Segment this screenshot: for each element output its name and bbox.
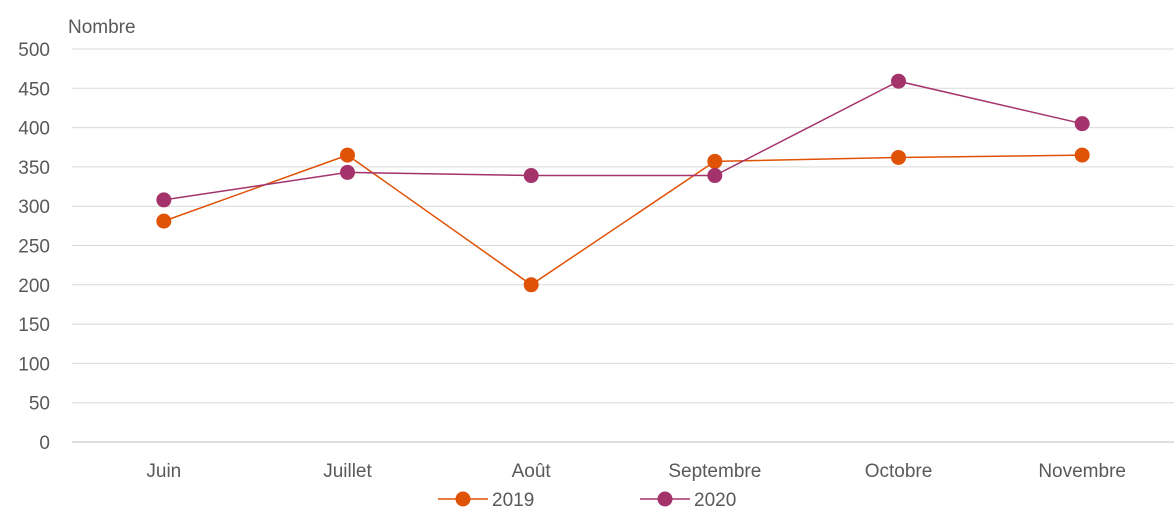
y-axis-title: Nombre [68,17,136,38]
series-line [163,154,1083,286]
legend-marker [657,491,673,507]
y-tick-label: 400 [18,119,50,140]
y-tick-label: 250 [18,237,50,258]
y-tick-label: 50 [29,394,50,415]
y-tick-label: 500 [18,40,50,61]
data-point [523,168,539,184]
x-tick-label: Juin [146,461,181,482]
x-tick-label: Septembre [668,461,761,482]
data-point [156,213,172,229]
data-point [340,147,355,163]
data-point [156,192,172,208]
y-tick-label: 300 [18,197,50,218]
legend-label: 2019 [492,490,534,510]
data-point [1074,116,1090,132]
x-tick-label: Août [512,461,552,482]
x-tick-label: Octobre [865,461,933,482]
legend-item-2020: 2020 [640,490,736,510]
data-point [707,168,723,184]
series-group [156,73,1090,293]
x-tick-label: Novembre [1038,461,1126,482]
legend-marker [455,491,471,507]
data-point [891,149,906,165]
gridlines [72,48,1174,443]
data-point [1074,147,1090,163]
y-tick-labels: 0 50 100 150 200 250 300 350 400 450 500 [18,40,50,454]
legend-item-2019: 2019 [438,490,534,510]
legend-label: 2020 [694,490,736,510]
data-point [523,277,539,293]
legend: 2019 2020 [438,490,736,510]
data-point [340,164,355,180]
y-tick-label: 0 [39,433,50,454]
x-tick-labels: Juin Juillet Août Septembre Octobre Novembre [146,461,1126,482]
data-point [707,153,723,169]
series-line [163,80,1083,201]
x-tick-label: Juillet [323,461,372,482]
y-tick-label: 100 [18,354,50,375]
series-2020 [156,73,1090,208]
y-tick-label: 150 [18,315,50,336]
data-point [891,73,906,89]
y-tick-label: 200 [18,276,50,297]
y-tick-label: 450 [18,79,50,100]
series-2019 [156,147,1090,293]
y-tick-label: 350 [18,158,50,179]
